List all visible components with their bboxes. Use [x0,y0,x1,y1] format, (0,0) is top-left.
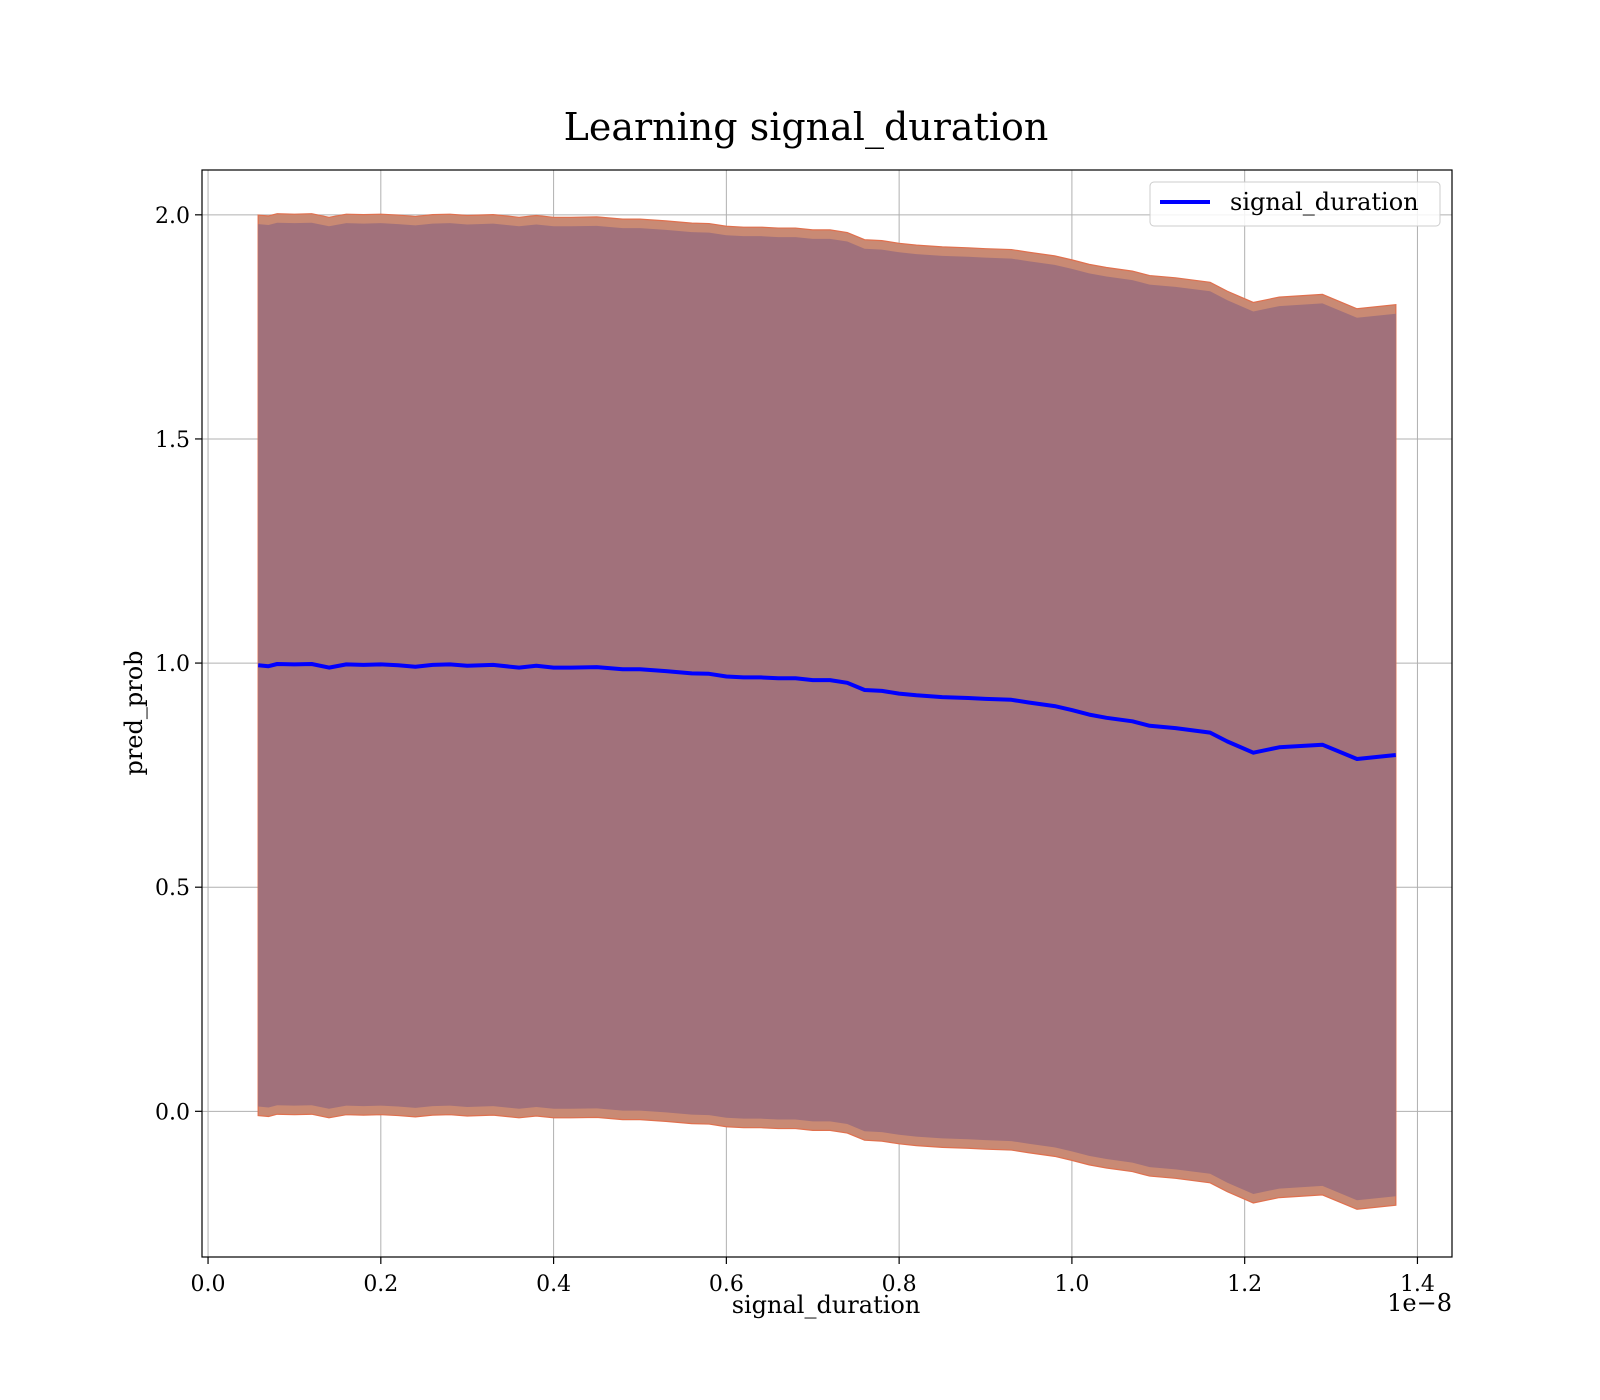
legend-label: signal_duration [1230,188,1419,216]
x-tick-label: 0.8 [882,1272,917,1297]
x-tick-label: 0.6 [709,1272,744,1297]
band-inner [258,222,1396,1201]
chart-title: Learning signal_duration [564,105,1049,150]
band-area [257,213,1397,1210]
x-tick-label: 0.2 [363,1272,398,1297]
x-axis-offset-label: 1e−8 [1387,1289,1452,1317]
y-tick-label: 0.5 [155,876,190,901]
y-tick-label: 2.0 [155,204,190,229]
series-line [258,662,1397,761]
legend: signal_duration [1149,181,1441,227]
legend-box [1149,181,1441,227]
x-tick-label: 0.0 [191,1272,226,1297]
x-tick-label: 0.4 [536,1272,571,1297]
y-axis-label: pred_prob [120,650,148,775]
x-tick-label: 1.0 [1054,1272,1089,1297]
x-tick-label: 1.2 [1227,1272,1262,1297]
y-tick-label: 1.5 [155,428,190,453]
x-axis-ticks: 0.0 0.2 0.4 0.6 0.8 1.0 1.2 1.4 [191,1257,1435,1297]
y-axis-ticks: 0.0 0.5 1.0 1.5 2.0 [155,204,202,1125]
y-tick-label: 1.0 [155,652,190,677]
series-lines [258,662,1397,761]
x-tick-label: 1.4 [1400,1272,1435,1297]
plot-frame [201,169,1453,1258]
y-tick-label: 0.0 [155,1100,190,1125]
x-axis-label: signal_duration [732,1291,921,1319]
